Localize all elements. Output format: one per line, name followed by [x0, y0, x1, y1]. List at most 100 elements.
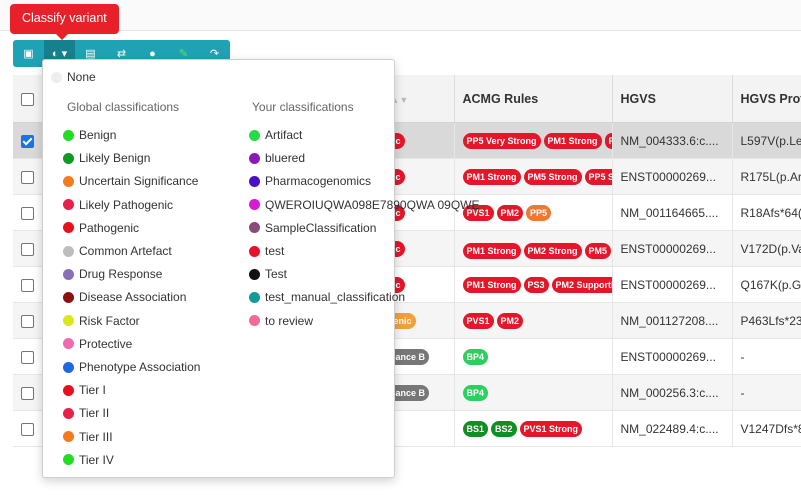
color-dot-icon — [249, 291, 260, 303]
color-dot-icon — [249, 315, 260, 327]
copy-button[interactable]: ▣ — [13, 40, 44, 67]
row-select-cell[interactable] — [13, 230, 45, 267]
classification-option[interactable]: Likely Benign — [63, 151, 150, 165]
acmg-badge: PM2 Strong — [523, 243, 582, 259]
classification-option[interactable]: Likely Pathogenic — [63, 198, 173, 212]
hgvs-protein-cell: - — [732, 338, 801, 375]
classification-option[interactable]: test_manual_classification — [249, 290, 405, 304]
row-select-cell[interactable] — [13, 410, 45, 447]
classification-option[interactable]: Risk Factor — [63, 314, 140, 328]
row-select-cell[interactable] — [13, 158, 45, 195]
color-dot-icon — [63, 199, 74, 211]
acmg-badge: PM5 — [584, 243, 611, 259]
classification-option[interactable]: bluered — [249, 151, 305, 165]
option-label: Disease Association — [79, 290, 187, 305]
acmg-badge: P — [604, 132, 611, 149]
option-label: test — [265, 244, 285, 258]
option-label: Phenotype Association — [79, 360, 201, 374]
acmg-badge: PVS1 — [462, 204, 494, 221]
color-dot-icon — [249, 268, 260, 280]
color-dot-icon — [249, 152, 260, 164]
row-select-cell[interactable] — [13, 374, 45, 411]
row-select-cell[interactable] — [13, 266, 45, 303]
classification-option[interactable]: Benign — [63, 128, 116, 142]
classification-option[interactable]: Drug Response — [63, 267, 162, 281]
classification-option[interactable]: Tier IV — [63, 453, 114, 467]
acmg-badge: PM1 Strong — [462, 168, 521, 185]
row-checkbox[interactable] — [21, 350, 34, 364]
option-label: QWEROIUQWA098E7890QWA 09QWE — [265, 197, 480, 212]
acmg-badge: PM2 Supportin — [551, 276, 611, 293]
row-checkbox[interactable] — [21, 242, 34, 256]
select-all-checkbox[interactable] — [21, 92, 34, 106]
acmg-badge: PVS1 Strong — [519, 420, 583, 437]
hgvs-cell: NM_022489.4:c.... — [612, 410, 733, 447]
classification-option[interactable]: SampleClassification — [249, 221, 376, 235]
acmg-badge: PM1 Strong — [462, 243, 521, 259]
row-checkbox[interactable] — [21, 134, 34, 148]
export-button[interactable]: ▤ — [75, 40, 106, 67]
classification-option[interactable]: Phenotype Association — [63, 360, 200, 374]
classification-option[interactable]: Uncertain Significance — [63, 174, 198, 188]
option-label: Tier IV — [79, 452, 114, 467]
row-checkbox[interactable] — [21, 206, 34, 220]
row-checkbox[interactable] — [21, 386, 34, 400]
row-checkbox[interactable] — [21, 278, 34, 292]
compare-button[interactable]: ⇄ — [106, 40, 137, 67]
classification-option-none[interactable]: None — [51, 70, 96, 84]
option-label: Artifact — [265, 128, 303, 142]
sort-icon[interactable]: ▲▼ — [390, 94, 409, 105]
classification-option[interactable]: Artifact — [249, 128, 302, 142]
classification-option[interactable]: Protective — [63, 337, 132, 351]
classification-option[interactable]: Disease Association — [63, 290, 186, 304]
hgvs-cell: NM_000256.3:c.... — [612, 374, 733, 411]
option-label: Tier II — [79, 406, 110, 421]
classification-option[interactable]: test — [249, 244, 284, 258]
tooltip: Classify variant — [10, 4, 119, 40]
acmg-rules-header[interactable]: ACMG Rules — [454, 75, 613, 123]
classification-option[interactable]: Tier III — [63, 430, 113, 444]
classify-icon: ◐ ▾ — [51, 48, 68, 60]
row-checkbox[interactable] — [21, 314, 34, 328]
color-dot-icon — [249, 222, 260, 234]
hgvs-cell: ENST00000269... — [612, 158, 733, 195]
edit-button[interactable]: ✎ — [168, 40, 199, 67]
acmg-badge: BP4 — [462, 384, 489, 401]
option-label: Likely Pathogenic — [79, 197, 174, 212]
row-select-cell[interactable] — [13, 194, 45, 231]
row-checkbox[interactable] — [21, 170, 34, 184]
acmg-badge: PVS1 — [462, 312, 494, 329]
classification-option[interactable]: Pathogenic — [63, 221, 139, 235]
classification-option[interactable]: Tier II — [63, 406, 109, 420]
hgvs-protein-cell: R175L(p.Arg — [732, 158, 801, 195]
classification-option[interactable]: Test — [249, 267, 287, 281]
color-dot-icon — [63, 407, 74, 419]
option-label: Tier I — [79, 383, 106, 398]
acmg-cell: BP4 — [454, 374, 613, 411]
select-all-header[interactable] — [13, 75, 45, 123]
classification-option[interactable]: to review — [249, 314, 313, 328]
hgvs-header[interactable]: HGVS — [612, 75, 733, 123]
share-button[interactable]: ↷ — [199, 40, 230, 67]
classification-option[interactable]: Common Artefact — [63, 244, 172, 258]
edit-icon: ✎ — [178, 48, 189, 60]
comment-button[interactable]: ● — [137, 40, 168, 67]
acmg-badge: PP5 Very Strong — [462, 132, 541, 149]
color-dot-icon — [63, 291, 74, 303]
classification-option[interactable]: Pharmacogenomics — [249, 174, 371, 188]
row-select-cell[interactable] — [13, 122, 45, 159]
acmg-badge: PM1 Strong — [462, 276, 521, 293]
option-label: Protective — [79, 336, 133, 351]
row-checkbox[interactable] — [21, 422, 34, 436]
classification-option[interactable]: Tier I — [63, 383, 106, 397]
color-dot-icon — [63, 315, 74, 327]
hgvs-protein-header[interactable]: HGVS Prote — [732, 75, 801, 123]
option-label: Benign — [79, 128, 117, 142]
acmg-badge: PM2 — [496, 312, 524, 329]
row-select-cell[interactable] — [13, 302, 45, 339]
classification-option[interactable]: QWEROIUQWA098E7890QWA 09QWE — [249, 198, 480, 212]
row-select-cell[interactable] — [13, 338, 45, 375]
